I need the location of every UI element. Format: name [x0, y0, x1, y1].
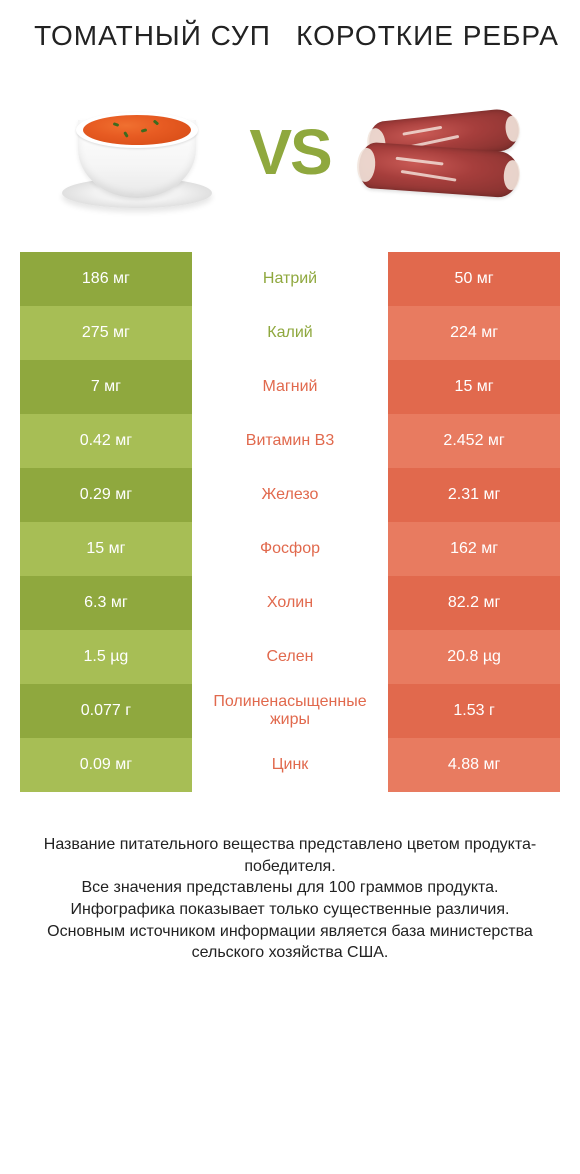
left-product-image [30, 82, 243, 222]
right-value: 1.53 г [388, 684, 560, 738]
image-row: VS [20, 82, 560, 222]
table-row: 186 мгНатрий50 мг [20, 252, 560, 306]
nutrient-label: Селен [192, 630, 388, 684]
table-row: 0.42 мгВитамин B32.452 мг [20, 414, 560, 468]
ribs-illustration [353, 97, 533, 207]
right-value: 82.2 мг [388, 576, 560, 630]
comparison-table: 186 мгНатрий50 мг275 мгКалий224 мг7 мгМа… [20, 252, 560, 792]
title-row: ТОМАТНЫЙ СУП КОРОТКИЕ РЕБРА [20, 20, 560, 52]
left-value: 0.09 мг [20, 738, 192, 792]
table-row: 6.3 мгХолин82.2 мг [20, 576, 560, 630]
right-value: 2.31 мг [388, 468, 560, 522]
table-row: 1.5 µgСелен20.8 µg [20, 630, 560, 684]
left-value: 186 мг [20, 252, 192, 306]
footer-line: Основным источником информации является … [38, 921, 542, 964]
nutrient-label: Полиненасыщенные жиры [192, 684, 388, 738]
table-row: 275 мгКалий224 мг [20, 306, 560, 360]
right-value: 20.8 µg [388, 630, 560, 684]
table-row: 7 мгМагний15 мг [20, 360, 560, 414]
footer-line: Все значения представлены для 100 граммо… [38, 877, 542, 899]
right-value: 224 мг [388, 306, 560, 360]
footer-line: Название питательного вещества представл… [38, 834, 542, 877]
nutrient-label: Магний [192, 360, 388, 414]
table-row: 0.077 гПолиненасыщенные жиры1.53 г [20, 684, 560, 738]
left-value: 0.077 г [20, 684, 192, 738]
table-row: 15 мгФосфор162 мг [20, 522, 560, 576]
left-value: 0.29 мг [20, 468, 192, 522]
nutrient-label: Цинк [192, 738, 388, 792]
right-value: 4.88 мг [388, 738, 560, 792]
left-value: 15 мг [20, 522, 192, 576]
left-value: 275 мг [20, 306, 192, 360]
table-row: 0.09 мгЦинк4.88 мг [20, 738, 560, 792]
right-value: 2.452 мг [388, 414, 560, 468]
nutrient-label: Натрий [192, 252, 388, 306]
right-product-title: КОРОТКИЕ РЕБРА [295, 20, 560, 52]
footer-notes: Название питательного вещества представл… [20, 834, 560, 984]
soup-illustration [57, 92, 217, 212]
left-value: 0.42 мг [20, 414, 192, 468]
right-product-image [337, 82, 550, 222]
left-value: 1.5 µg [20, 630, 192, 684]
table-row: 0.29 мгЖелезо2.31 мг [20, 468, 560, 522]
nutrient-label: Холин [192, 576, 388, 630]
nutrient-label: Железо [192, 468, 388, 522]
right-value: 15 мг [388, 360, 560, 414]
right-value: 50 мг [388, 252, 560, 306]
right-value: 162 мг [388, 522, 560, 576]
nutrient-label: Фосфор [192, 522, 388, 576]
nutrient-label: Витамин B3 [192, 414, 388, 468]
footer-line: Инфографика показывает только существенн… [38, 899, 542, 921]
vs-label: VS [243, 115, 336, 189]
nutrient-label: Калий [192, 306, 388, 360]
left-value: 6.3 мг [20, 576, 192, 630]
left-value: 7 мг [20, 360, 192, 414]
left-product-title: ТОМАТНЫЙ СУП [20, 20, 285, 52]
infographic-container: ТОМАТНЫЙ СУП КОРОТКИЕ РЕБРА VS [0, 0, 580, 984]
